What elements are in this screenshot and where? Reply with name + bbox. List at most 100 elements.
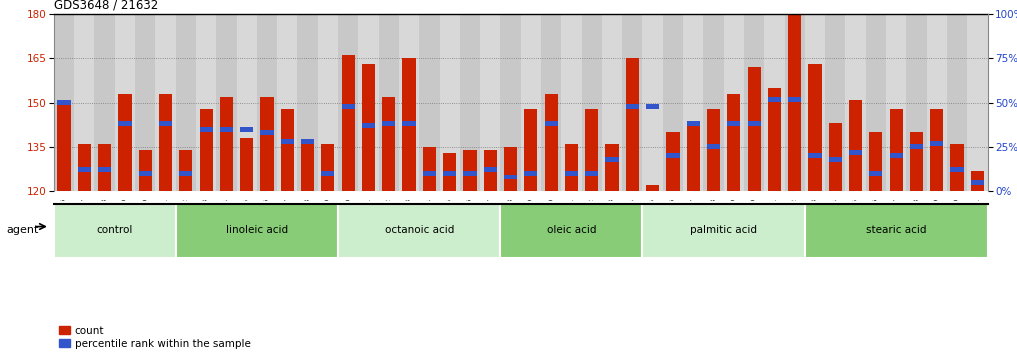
FancyBboxPatch shape — [804, 14, 825, 191]
Bar — [605, 157, 618, 162]
Bar — [768, 97, 781, 102]
FancyBboxPatch shape — [643, 14, 663, 191]
Bar — [199, 127, 213, 132]
FancyBboxPatch shape — [257, 14, 278, 191]
FancyBboxPatch shape — [764, 14, 784, 191]
Bar — [890, 153, 903, 158]
FancyBboxPatch shape — [297, 14, 317, 191]
Bar — [321, 171, 335, 176]
FancyBboxPatch shape — [338, 202, 500, 258]
Text: stearic acid: stearic acid — [865, 225, 926, 235]
FancyBboxPatch shape — [643, 202, 804, 258]
FancyBboxPatch shape — [521, 14, 541, 191]
Bar — [585, 171, 598, 176]
FancyBboxPatch shape — [217, 14, 237, 191]
FancyBboxPatch shape — [135, 14, 156, 191]
Bar — [646, 185, 659, 191]
Bar — [464, 171, 477, 176]
Bar — [159, 94, 172, 191]
FancyBboxPatch shape — [378, 14, 399, 191]
Bar — [159, 121, 172, 126]
Bar — [77, 144, 91, 191]
Bar — [57, 100, 70, 105]
Bar — [544, 121, 557, 126]
Bar — [179, 150, 192, 191]
Bar — [544, 94, 557, 191]
FancyBboxPatch shape — [845, 14, 865, 191]
FancyBboxPatch shape — [561, 14, 582, 191]
Bar — [260, 97, 274, 191]
FancyBboxPatch shape — [602, 14, 622, 191]
Bar — [707, 144, 720, 149]
Bar — [951, 144, 964, 191]
FancyBboxPatch shape — [541, 14, 561, 191]
Bar — [666, 132, 679, 191]
FancyBboxPatch shape — [419, 14, 439, 191]
Legend: count, percentile rank within the sample: count, percentile rank within the sample — [59, 326, 250, 349]
Bar — [707, 109, 720, 191]
Bar — [686, 126, 700, 191]
Bar — [240, 127, 253, 132]
FancyBboxPatch shape — [54, 202, 176, 258]
Bar — [870, 132, 883, 191]
FancyBboxPatch shape — [176, 14, 196, 191]
Bar — [362, 64, 375, 191]
Text: agent: agent — [6, 225, 39, 235]
FancyBboxPatch shape — [317, 14, 338, 191]
Bar — [849, 100, 862, 191]
Bar — [625, 58, 639, 191]
Bar — [443, 171, 457, 176]
FancyBboxPatch shape — [926, 14, 947, 191]
Bar — [646, 104, 659, 109]
Bar — [809, 153, 822, 158]
Bar — [504, 147, 518, 191]
Bar — [118, 121, 131, 126]
FancyBboxPatch shape — [704, 14, 724, 191]
Bar — [423, 171, 436, 176]
Bar — [747, 67, 761, 191]
Bar — [809, 64, 822, 191]
Bar — [951, 167, 964, 172]
FancyBboxPatch shape — [95, 14, 115, 191]
FancyBboxPatch shape — [358, 14, 378, 191]
Bar — [423, 147, 436, 191]
Bar — [138, 171, 152, 176]
FancyBboxPatch shape — [582, 14, 602, 191]
Bar — [484, 167, 497, 172]
Bar — [220, 97, 233, 191]
Bar — [281, 139, 294, 144]
FancyBboxPatch shape — [460, 14, 480, 191]
Bar — [98, 167, 111, 172]
Bar — [686, 121, 700, 126]
Bar — [98, 144, 111, 191]
FancyBboxPatch shape — [947, 14, 967, 191]
Bar — [118, 94, 131, 191]
FancyBboxPatch shape — [480, 14, 500, 191]
Bar — [564, 171, 578, 176]
FancyBboxPatch shape — [865, 14, 886, 191]
FancyBboxPatch shape — [500, 14, 521, 191]
Text: linoleic acid: linoleic acid — [226, 225, 288, 235]
Bar — [625, 104, 639, 109]
Bar — [605, 144, 618, 191]
Bar — [403, 58, 416, 191]
Text: GDS3648 / 21632: GDS3648 / 21632 — [54, 0, 159, 12]
Bar — [403, 121, 416, 126]
Bar — [890, 109, 903, 191]
Bar — [524, 171, 537, 176]
Bar — [971, 171, 984, 191]
Text: control: control — [97, 225, 133, 235]
Bar — [321, 144, 335, 191]
Bar — [504, 175, 518, 179]
FancyBboxPatch shape — [439, 14, 460, 191]
Bar — [524, 109, 537, 191]
FancyBboxPatch shape — [663, 14, 683, 191]
Bar — [788, 97, 801, 102]
FancyBboxPatch shape — [744, 14, 764, 191]
FancyBboxPatch shape — [825, 14, 845, 191]
Bar — [484, 150, 497, 191]
Bar — [788, 14, 801, 191]
FancyBboxPatch shape — [338, 14, 358, 191]
Bar — [931, 141, 944, 146]
Bar — [768, 88, 781, 191]
